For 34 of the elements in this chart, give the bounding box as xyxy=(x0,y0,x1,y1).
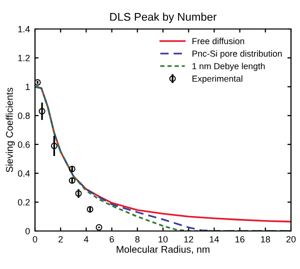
x-tick-label: 16 xyxy=(235,236,244,242)
y-tick-label: 1.4 xyxy=(18,26,30,32)
point xyxy=(50,142,58,150)
x-tick-label: 12 xyxy=(184,236,194,242)
x-tick-label: 8 xyxy=(135,236,140,242)
legend-label: Free diffusion xyxy=(192,38,244,44)
point xyxy=(68,166,76,172)
x-axis-title: Molecular Radius, nm xyxy=(116,246,210,254)
point xyxy=(86,206,94,213)
y-tick-label: 0 xyxy=(25,228,30,234)
x-tick-label: 2 xyxy=(58,236,63,242)
legend-label: Pnc-Si pore distribution xyxy=(192,50,282,58)
x-tick-label: 10 xyxy=(158,236,168,242)
chart-title: DLS Peak by Number xyxy=(110,12,217,23)
point xyxy=(96,224,102,231)
x-tick-label: 18 xyxy=(261,236,270,242)
y-axis-title: Sieving Coefficients xyxy=(6,88,15,172)
point xyxy=(38,108,46,115)
x-tick-label: 20 xyxy=(286,236,296,242)
x-tick-label: 14 xyxy=(210,236,219,242)
y-tick-label: 0.8 xyxy=(18,112,30,119)
legend-label: Experimental xyxy=(192,75,242,84)
y-tick-label: 0.4 xyxy=(18,170,30,177)
legend-label: 1 nm Debye length xyxy=(192,62,265,71)
x-tick-label: 6 xyxy=(110,236,114,242)
y-tick-label: 1 xyxy=(26,84,30,90)
point xyxy=(68,177,76,184)
point xyxy=(75,190,82,197)
x-tick-label: 0 xyxy=(32,236,38,242)
y-tick-label: 0.6 xyxy=(18,141,30,148)
x-tick-label: 4 xyxy=(84,236,88,242)
y-tick-label: 0.2 xyxy=(18,199,30,206)
point xyxy=(35,79,41,86)
y-tick-label: 1.2 xyxy=(18,54,30,62)
